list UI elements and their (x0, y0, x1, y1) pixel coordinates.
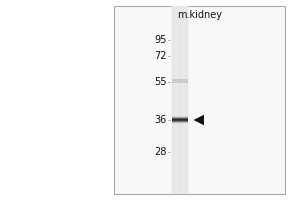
Bar (172, 122, 188, 123)
Text: m.kidney: m.kidney (177, 10, 222, 20)
Polygon shape (194, 115, 204, 125)
Bar (172, 119, 188, 120)
Bar (114, 6, 285, 194)
Bar (172, 117, 188, 118)
Text: 36: 36 (154, 115, 167, 125)
Bar (172, 123, 188, 124)
Text: 55: 55 (154, 77, 167, 87)
Bar (172, 121, 188, 122)
Bar (172, 116, 188, 117)
Bar (172, 118, 188, 119)
Bar (172, 79, 188, 83)
Bar (172, 6, 188, 194)
Bar (172, 120, 188, 121)
Text: 72: 72 (154, 51, 167, 61)
Text: 95: 95 (154, 35, 167, 45)
Text: 28: 28 (154, 147, 167, 157)
